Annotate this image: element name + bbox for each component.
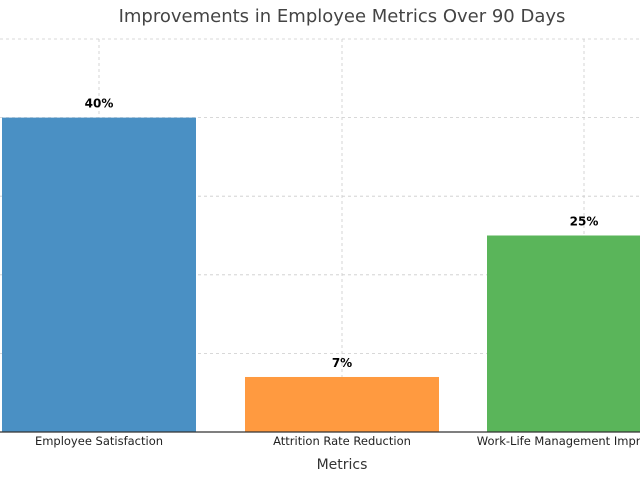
x-tick-label: Attrition Rate Reduction xyxy=(273,434,411,448)
grid xyxy=(0,38,640,432)
bar xyxy=(2,117,196,432)
x-tick-label: Work-Life Management Improvement xyxy=(477,434,640,448)
bar-data-label: 7% xyxy=(332,356,352,370)
x-tick-label: Employee Satisfaction xyxy=(35,434,163,448)
bar-data-label: 25% xyxy=(570,215,599,229)
x-axis-label: Metrics xyxy=(317,457,368,473)
bar xyxy=(487,235,640,432)
bars xyxy=(2,117,640,432)
bar xyxy=(245,376,439,432)
x-tick-labels: Employee Satisfaction Attrition Rate Redu… xyxy=(35,434,640,448)
data-labels: 40% 7% 25% xyxy=(85,97,599,370)
chart-title: Improvements in Employee Metrics Over 90… xyxy=(119,6,566,27)
bar-data-label: 40% xyxy=(85,97,114,111)
